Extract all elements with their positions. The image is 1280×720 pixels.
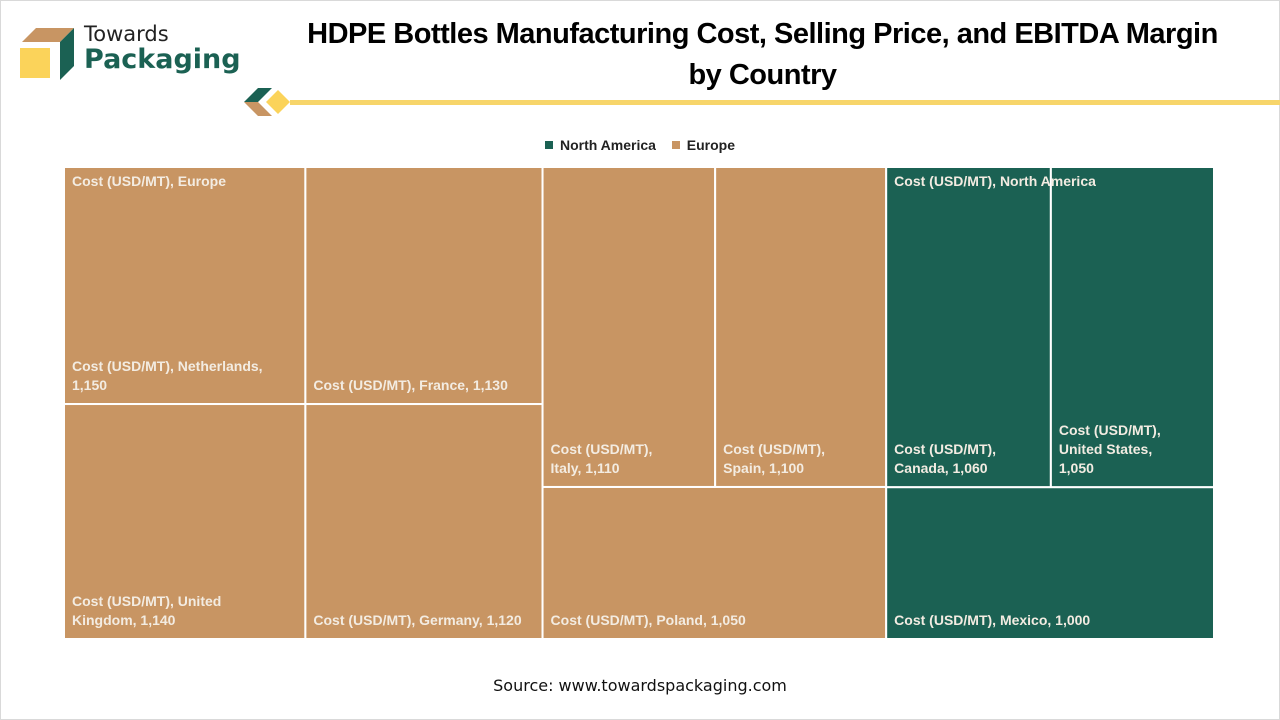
treemap-tile-netherlands: Cost (USD/MT), Netherlands, 1,150 [63,166,307,406]
treemap-tile-united-states: Cost (USD/MT), United States, 1,050 [1049,166,1215,489]
chart-legend: North America Europe [0,136,1280,153]
treemap-tile-poland: Cost (USD/MT), Poland, 1,050 [541,485,888,640]
tile-label-spain: Cost (USD/MT), Spain, 1,100 [723,441,825,476]
legend-label-europe: Europe [686,137,736,153]
tile-label-poland: Cost (USD/MT), Poland, 1,050 [551,612,746,628]
title-line-2: by Country [688,59,837,91]
logo-text-towards: Towards [84,22,169,46]
group-label-europe: Cost (USD/MT), Europe [72,173,226,189]
tile-label-germany: Cost (USD/MT), Germany, 1,120 [313,612,521,628]
tile-rect-italy [541,166,717,488]
title-line-1: HDPE Bottles Manufacturing Cost, Selling… [307,18,1218,50]
legend-label-north-america: North America [559,137,656,153]
chart-title: HDPE Bottles Manufacturing Cost, Selling… [270,14,1255,96]
tile-label-netherlands: Cost (USD/MT), Netherlands, 1,150 [72,358,263,393]
box-logo-icon [20,28,74,80]
treemap-tile-united-kingdom: Cost (USD/MT), United Kingdom, 1,140 [63,403,307,641]
decorative-arrow-icon [244,88,290,116]
tile-label-mexico: Cost (USD/MT), Mexico, 1,000 [894,612,1090,628]
legend-item-europe: Europe [671,137,736,153]
brand-logo: Towards Packaging [18,22,248,82]
treemap-tile-germany: Cost (USD/MT), Germany, 1,120 [304,403,544,640]
tile-label-united-states: Cost (USD/MT), United States, 1,050 [1059,422,1161,476]
treemap-tile-italy: Cost (USD/MT), Italy, 1,110 [541,166,717,488]
source-note: Source: www.towardspackaging.com [493,676,787,695]
treemap-tile-france: Cost (USD/MT), France, 1,130 [304,166,544,406]
legend-item-north-america: North America [544,137,656,153]
tile-rect-canada [885,166,1052,489]
legend-swatch-north-america [544,141,553,149]
tile-rect-poland [541,485,888,640]
tile-rect-united-states [1049,166,1215,489]
tile-rect-netherlands [63,166,307,406]
tile-rect-spain [714,166,888,488]
tile-label-italy: Cost (USD/MT), Italy, 1,110 [551,441,653,476]
tile-rect-mexico [885,486,1215,640]
tile-rect-france [304,166,544,406]
tile-label-canada: Cost (USD/MT), Canada, 1,060 [894,441,996,476]
treemap-tile-mexico: Cost (USD/MT), Mexico, 1,000 [885,486,1215,640]
legend-swatch-europe [671,141,680,149]
title-underline-rule [290,100,1280,105]
tile-label-france: Cost (USD/MT), France, 1,130 [313,377,508,393]
group-label-north-america: Cost (USD/MT), North America [894,173,1096,189]
treemap-tile-spain: Cost (USD/MT), Spain, 1,100 [714,166,888,488]
treemap-tile-canada: Cost (USD/MT), Canada, 1,060 [885,166,1052,489]
logo-text-packaging: Packaging [84,44,241,75]
tile-label-united-kingdom: Cost (USD/MT), United Kingdom, 1,140 [72,593,221,628]
tile-rect-germany [304,403,544,640]
